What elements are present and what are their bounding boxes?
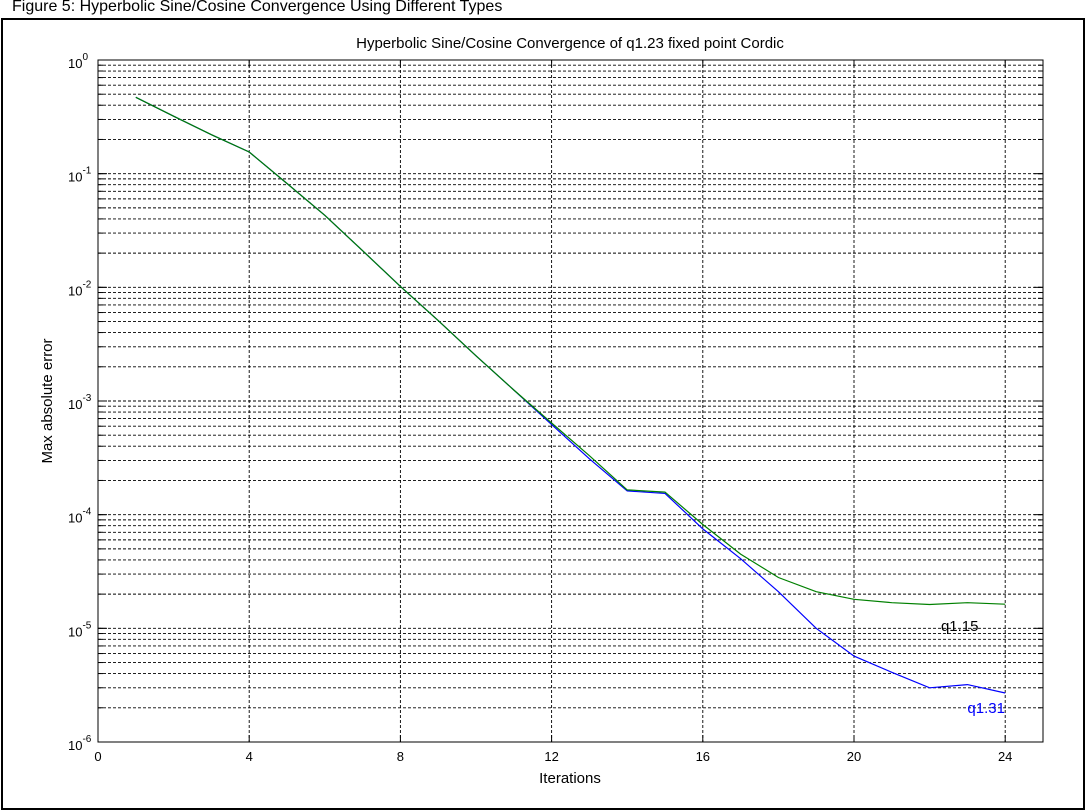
x-axis-label: Iterations (539, 770, 601, 787)
page-caption: Figure 5: Hyperbolic Sine/Cosine Converg… (12, 0, 502, 15)
x-tick-label: 20 (847, 749, 861, 764)
grid (98, 60, 1043, 742)
annotation-label: q1.15 (941, 618, 979, 635)
y-axis-label: Max absolute error (39, 338, 56, 463)
x-tick-label: 0 (94, 749, 101, 764)
x-tick-label: 24 (998, 749, 1012, 764)
chart-title: Hyperbolic Sine/Cosine Convergence of q1… (356, 35, 784, 52)
figure-frame (1, 18, 1085, 810)
x-tick-label: 8 (397, 749, 404, 764)
plot-series (135, 96, 1006, 694)
x-tick-label: 16 (696, 749, 710, 764)
series-line-q1-15 (135, 96, 1006, 606)
x-tick-label: 4 (246, 749, 253, 764)
plot-area-frame (97, 59, 1044, 743)
annotation-label: q1.31 (967, 700, 1005, 717)
annotations: q1.15 q1.31 (941, 618, 1005, 717)
x-tick-label: 12 (544, 749, 558, 764)
